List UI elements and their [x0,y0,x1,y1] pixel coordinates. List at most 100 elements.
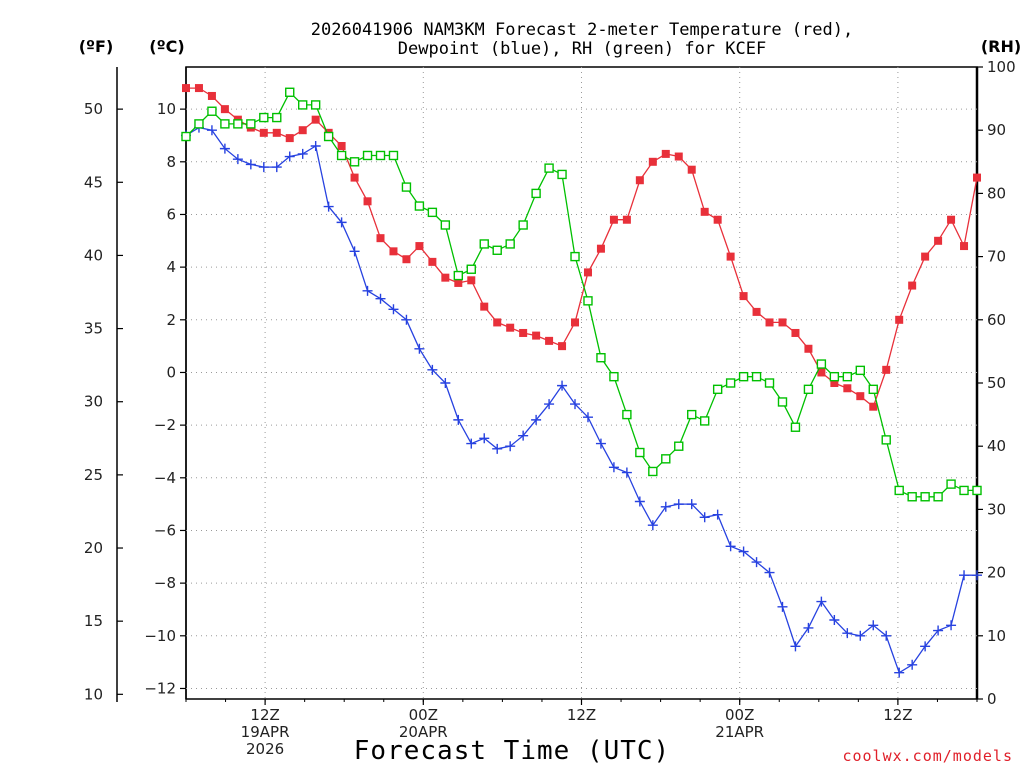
data-point [648,466,658,477]
data-point [492,443,503,454]
data-point [389,247,398,256]
data-point [181,131,191,142]
time-tick-label: 00Z [725,706,754,724]
data-point [284,151,295,162]
data-point [311,115,320,124]
data-point [467,276,476,285]
data-point [363,197,372,206]
data-point [583,296,593,306]
rh-tick-label: 80 [987,184,1006,202]
data-point [466,264,476,274]
data-point [842,628,853,639]
data-point [764,567,775,578]
data-point [310,100,321,110]
celsius-tick-label: −6 [154,521,176,539]
data-point [855,365,865,376]
time-tick-label: 12Z [567,706,596,724]
rh-tick-label: 20 [987,564,1006,582]
celsius-tick-label: 2 [166,311,176,329]
data-point [712,509,723,520]
fahrenheit-tick-label: 20 [84,539,103,557]
data-point [206,125,217,136]
data-point [349,246,360,257]
data-point [570,399,581,410]
data-point [298,100,308,110]
data-point [362,150,373,161]
data-point [920,492,930,502]
data-point [557,169,567,180]
time-tick-label: 19APR [241,723,290,741]
data-point [764,378,775,388]
data-point [751,371,762,382]
data-point [453,270,464,281]
series-layer [181,84,982,678]
data-point [194,119,204,129]
celsius-tick-label: −8 [154,574,176,592]
data-point [947,215,956,224]
data-point [219,143,230,154]
celsius-tick-label: 6 [166,205,176,223]
data-point [375,293,386,304]
data-point [245,159,256,170]
data-point [856,392,865,401]
data-point [895,315,904,324]
data-point [466,438,477,449]
data-point [751,557,762,568]
unit-label-fahrenheit: (ºF) [79,37,114,56]
data-point [297,148,308,159]
data-point [453,414,464,425]
data-point [816,359,827,369]
data-point [531,414,542,425]
data-point [414,201,425,211]
fahrenheit-axis-ticks: 10 15 20 25 30 35 40 45 50 [84,100,123,703]
data-point [959,570,970,581]
data-point [506,323,515,332]
data-point [415,242,424,251]
fahrenheit-tick-label: 45 [84,173,103,191]
data-point [894,485,904,496]
data-point [660,501,671,512]
data-point [220,119,230,129]
data-point [713,215,722,224]
data-point [519,328,528,337]
data-point [336,150,347,161]
data-point [272,128,281,137]
celsius-tick-label: −12 [144,679,176,697]
data-point [609,215,618,224]
data-point [973,173,981,182]
credit-link[interactable]: coolwx.com/models [842,747,1013,765]
data-point [972,485,982,496]
data-point [933,492,943,502]
data-point [428,257,437,266]
data-point [298,126,307,135]
series-rh [181,87,982,502]
data-point [440,378,451,388]
data-point [920,641,931,652]
data-point [479,239,489,249]
data-point [765,318,774,327]
data-point [791,328,800,337]
rh-tick-label: 60 [987,311,1006,329]
data-point [480,302,489,311]
data-point [246,119,256,129]
data-point [388,150,399,161]
data-point [595,438,606,449]
data-point [285,87,295,97]
rh-tick-label: 70 [987,248,1006,266]
data-point [725,378,736,388]
data-point [738,371,749,382]
data-point [934,236,943,245]
data-point [259,128,268,137]
data-point [518,430,529,441]
data-point [777,601,788,612]
data-point [790,641,801,652]
data-point [752,307,761,316]
celsius-tick-label: −10 [144,627,176,645]
data-point [337,142,346,150]
data-point [233,119,243,129]
data-point [492,245,502,255]
data-point [726,252,735,261]
data-point [427,364,438,375]
